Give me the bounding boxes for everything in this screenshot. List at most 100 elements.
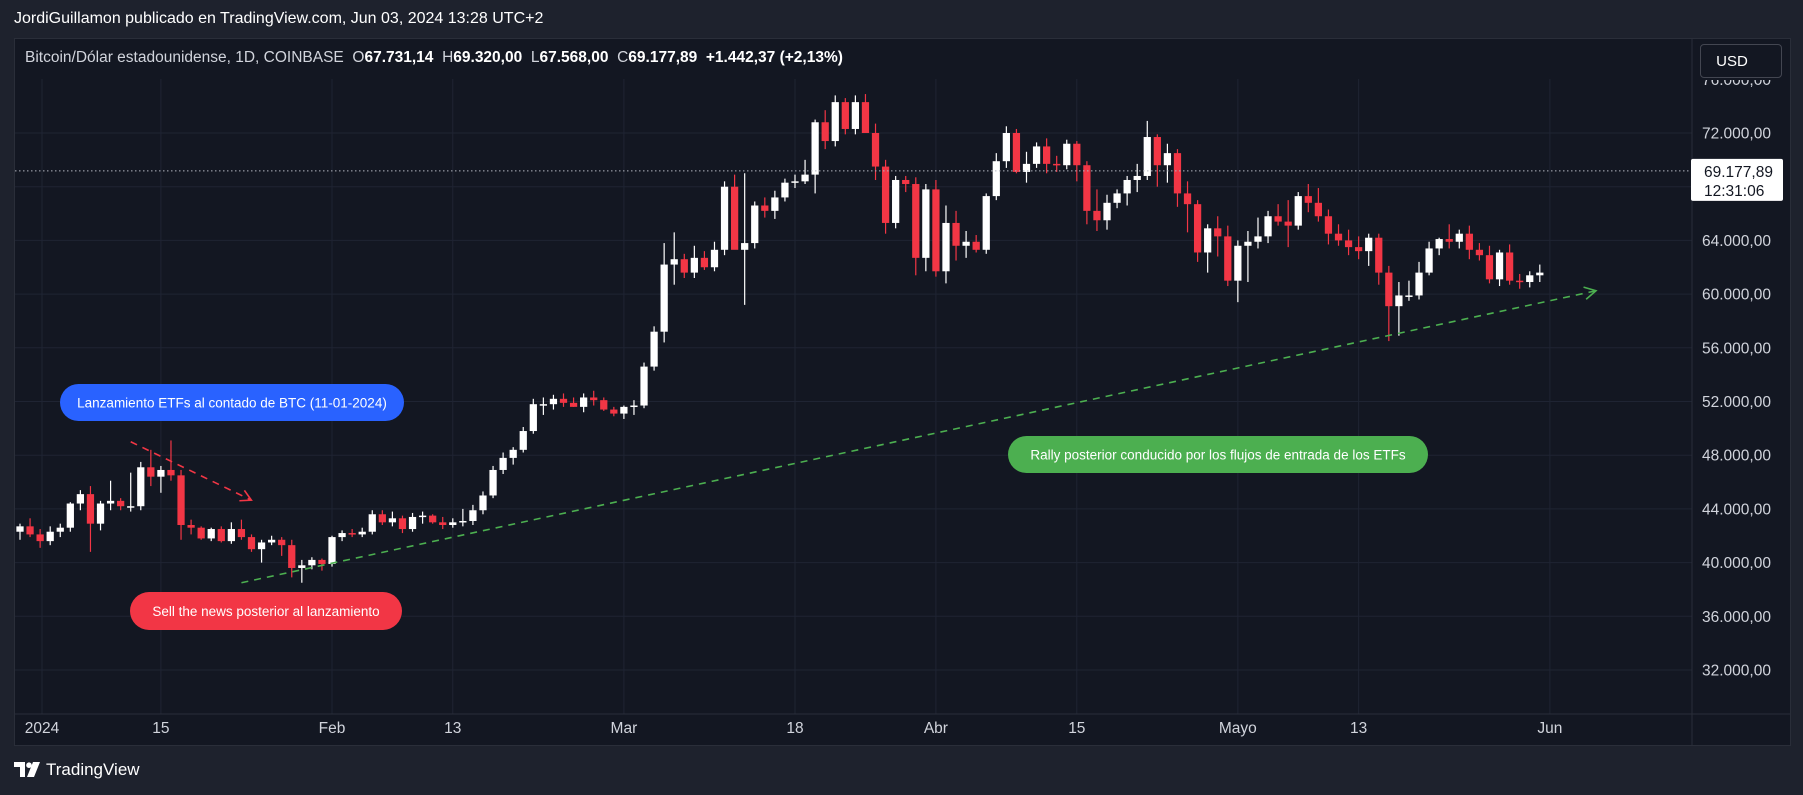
candle-body	[1012, 133, 1021, 172]
candle	[1495, 249, 1504, 287]
candle-body	[992, 161, 1000, 197]
candle-body	[902, 179, 910, 185]
symbol-name[interactable]: Bitcoin/Dólar estadounidense, 1D, COINBA…	[25, 49, 344, 66]
candle-body	[36, 534, 44, 542]
candle	[559, 393, 568, 407]
candle	[700, 251, 709, 270]
candle-body	[771, 197, 779, 211]
candle	[439, 516, 447, 530]
currency-button[interactable]: USD	[1700, 44, 1782, 78]
candle	[96, 500, 105, 531]
sell-news-callout-bg	[130, 592, 402, 630]
candle-body	[801, 174, 809, 182]
candle-body	[1485, 255, 1494, 280]
candle	[1153, 134, 1161, 187]
candle	[26, 518, 34, 538]
candle	[1032, 142, 1041, 168]
candle	[1244, 231, 1252, 283]
candle	[1053, 155, 1061, 172]
candle-body	[1123, 179, 1131, 194]
candle	[1365, 233, 1373, 266]
price-tick-label: 32.000,00	[1702, 663, 1771, 680]
candle	[962, 231, 970, 258]
candles-layer	[16, 94, 1544, 583]
candle-body	[1395, 295, 1403, 307]
price-tick-label: 36.000,00	[1702, 609, 1771, 626]
candle	[771, 190, 779, 219]
rally-callout[interactable]: Rally posterior conducido por los flujos…	[1008, 436, 1428, 473]
candle-body	[1113, 193, 1121, 203]
candle-body	[288, 545, 296, 568]
candle	[66, 502, 74, 532]
rally-callout-bg	[1008, 436, 1428, 473]
candle	[1435, 237, 1443, 256]
candle	[429, 514, 437, 524]
candle	[861, 94, 870, 133]
price-tick-label: 44.000,00	[1702, 501, 1771, 518]
candle	[449, 518, 457, 528]
candle-body	[459, 520, 467, 523]
candle-body	[932, 189, 940, 272]
candle	[912, 177, 920, 276]
candle-body	[1083, 165, 1091, 211]
candle	[881, 159, 890, 234]
candle	[1113, 189, 1121, 209]
candle	[751, 201, 759, 249]
candle-body	[680, 259, 688, 273]
open-label: O	[352, 49, 365, 66]
candle	[569, 397, 578, 407]
candle	[398, 515, 407, 534]
last-price-label-bg	[1691, 158, 1783, 201]
candle	[761, 197, 769, 218]
candle-body	[1415, 272, 1423, 296]
candle-body	[1073, 143, 1081, 166]
trendline-arrowhead	[1583, 286, 1598, 300]
candle-body	[1053, 163, 1061, 166]
candle-body	[117, 500, 125, 507]
trendline	[241, 290, 1597, 584]
price-tick-label: 40.000,00	[1702, 555, 1771, 572]
candle-body	[1002, 133, 1010, 162]
candle	[1214, 216, 1222, 257]
candle	[1204, 224, 1212, 273]
candle-body	[368, 514, 376, 532]
candle	[197, 526, 205, 540]
candle	[650, 326, 658, 371]
candle-body	[187, 525, 195, 528]
rally-callout-text: Rally posterior conducido por los flujos…	[1030, 448, 1405, 463]
candle-body	[348, 533, 356, 535]
candle-body	[741, 243, 749, 250]
candle-body	[821, 122, 829, 142]
candle-body	[157, 469, 165, 477]
candle-body	[96, 503, 105, 524]
candle-body	[227, 529, 235, 542]
candle-body	[439, 522, 447, 526]
candle-body	[469, 510, 477, 521]
candle	[1475, 243, 1484, 261]
time-axis[interactable]: 2024 15 Feb 13 Mar 18 Abr 15 Mayo 13 Jun	[15, 713, 1790, 737]
candle	[1445, 224, 1453, 249]
candle-body	[1224, 236, 1232, 281]
etf-launch-callout[interactable]: Lanzamiento ETFs al contado de BTC (11-0…	[60, 384, 404, 421]
sell-news-callout[interactable]: Sell the news posterior al lanzamiento	[130, 592, 402, 630]
price-axis[interactable]: 32.000,00 36.000,00 40.000,00 44.000,00 48.0…	[1691, 39, 1789, 745]
candle-body	[1475, 249, 1484, 256]
candle	[1043, 138, 1051, 174]
candle-body	[509, 449, 517, 458]
candle	[670, 232, 678, 285]
candle-body	[881, 166, 890, 223]
candle-body	[1133, 175, 1141, 180]
open-value: 67.731,14	[364, 49, 434, 66]
candle	[1415, 261, 1423, 300]
candle	[730, 174, 739, 250]
time-tick-label: 15	[152, 720, 169, 737]
candle	[1344, 229, 1353, 256]
tradingview-logo[interactable]: TradingView	[14, 760, 140, 780]
candle-body	[76, 494, 85, 504]
candle-body	[580, 397, 588, 407]
candle	[187, 519, 195, 535]
candle	[1505, 244, 1514, 285]
candle	[278, 537, 286, 556]
time-tick-label: 18	[786, 720, 803, 737]
